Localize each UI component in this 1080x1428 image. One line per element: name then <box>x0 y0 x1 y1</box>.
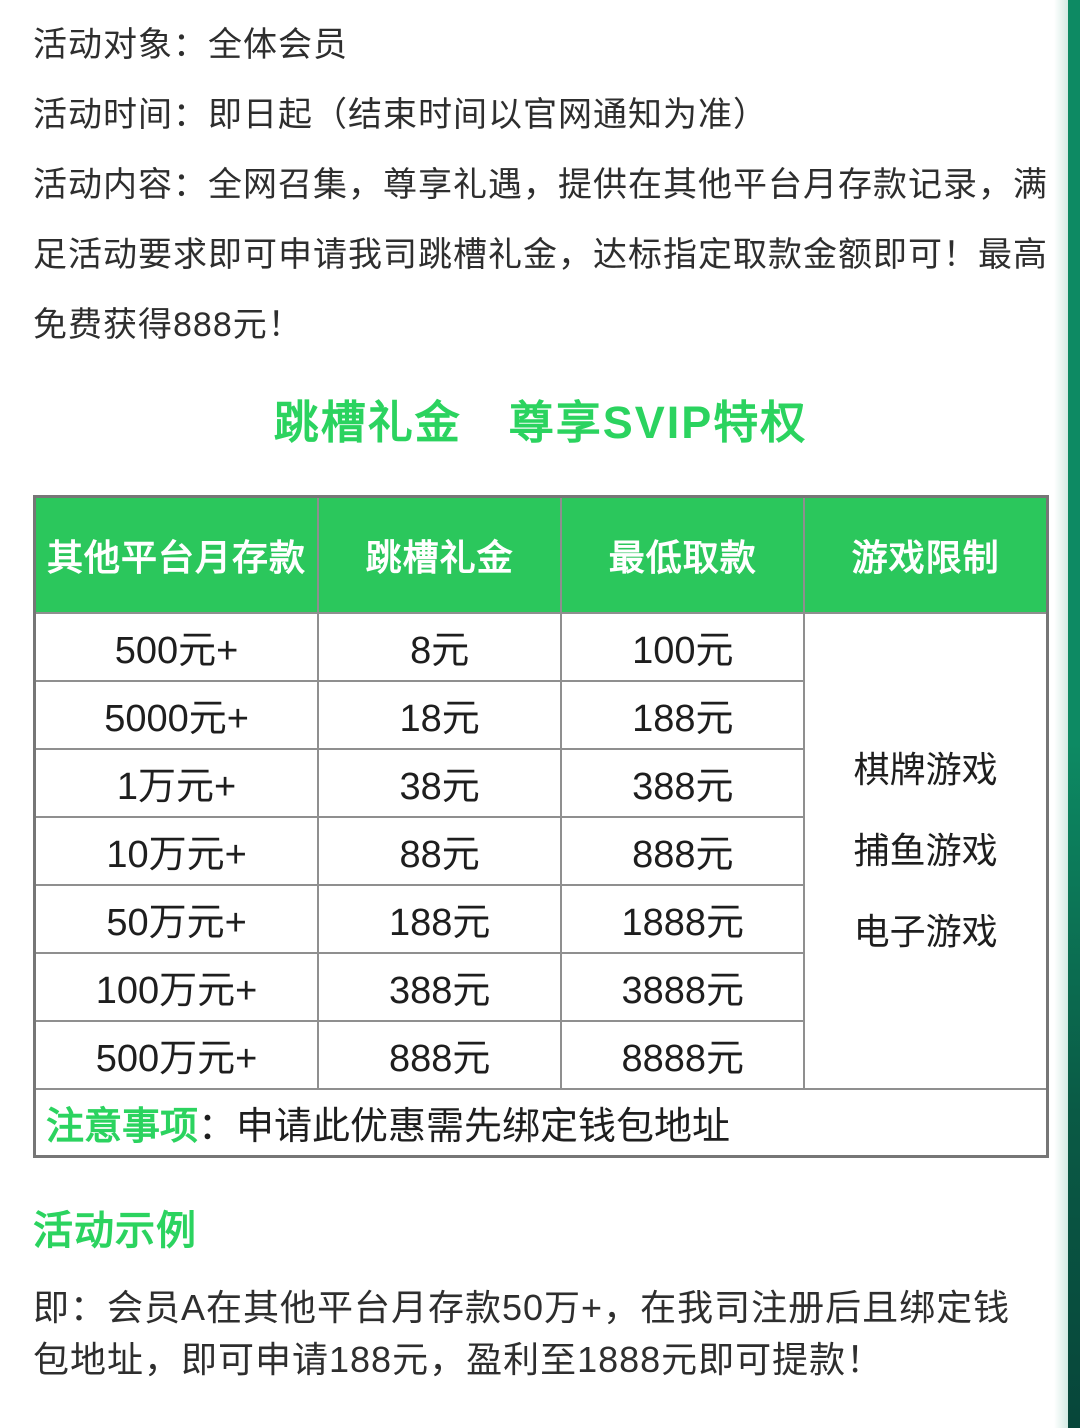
restriction-item: 棋牌游戏 <box>853 749 998 790</box>
withdrawal-cell: 388元 <box>560 747 806 818</box>
header-min-withdrawal: 最低取款 <box>560 495 806 614</box>
bonus-table: 其他平台月存款 跳槽礼金 最低取款 游戏限制 500元+ 8元 100元 棋牌游… <box>33 495 1049 1158</box>
header-other-platform-deposit: 其他平台月存款 <box>33 495 320 614</box>
example-text: 即：会员A在其他平台月存款50万+，在我司注册后且绑定钱包地址，即可申请188元… <box>33 1287 1011 1380</box>
withdrawal-cell: 100元 <box>560 611 806 682</box>
bonus-cell: 188元 <box>317 883 563 954</box>
right-edge-fade <box>1054 0 1068 1428</box>
deposit-cell: 100万元+ <box>33 951 320 1022</box>
right-edge-strip <box>1068 0 1080 1428</box>
deposit-cell: 5000元+ <box>33 679 320 750</box>
table-header-row: 其他平台月存款 跳槽礼金 最低取款 游戏限制 <box>33 495 1049 614</box>
header-game-restriction: 游戏限制 <box>803 495 1049 614</box>
table-row: 500万元+ 888元 8888元 <box>33 1019 1048 1090</box>
activity-time: 活动时间：即日起（结束时间以官网通知为准） <box>33 96 768 134</box>
table-row: 1万元+ 38元 388元 <box>33 747 1048 818</box>
bonus-cell: 88元 <box>317 815 563 886</box>
header-bonus: 跳槽礼金 <box>317 495 563 614</box>
table-row: 10万元+ 88元 888元 <box>33 815 1048 886</box>
bonus-cell: 38元 <box>317 747 563 818</box>
deposit-cell: 1万元+ <box>33 747 320 818</box>
bonus-cell: 388元 <box>317 951 563 1022</box>
restriction-item: 电子游戏 <box>853 911 998 952</box>
withdrawal-cell: 1888元 <box>560 883 806 954</box>
deposit-cell: 50万元+ <box>33 883 320 954</box>
deposit-cell: 10万元+ <box>33 815 320 886</box>
restriction-item: 捕鱼游戏 <box>853 830 998 871</box>
note-text: ：申请此优惠需先绑定钱包地址 <box>198 1105 731 1148</box>
table-row: 50万元+ 188元 1888元 <box>33 883 1048 954</box>
activity-content: 活动内容：全网召集，尊享礼遇，提供在其他平台月存款记录，满足活动要求即可申请我司… <box>33 166 1048 344</box>
bonus-cell: 18元 <box>317 679 563 750</box>
bonus-cell: 888元 <box>317 1019 563 1090</box>
withdrawal-cell: 888元 <box>560 815 806 886</box>
table-row: 500元+ 8元 100元 棋牌游戏 捕鱼游戏 电子游戏 <box>33 611 1049 1090</box>
table-row: 5000元+ 18元 188元 <box>33 679 1048 750</box>
withdrawal-cell: 3888元 <box>560 951 806 1022</box>
deposit-cell: 500元+ <box>33 611 320 682</box>
page-content: 活动对象：全体会员 活动时间：即日起（结束时间以官网通知为准） 活动内容：全网召… <box>33 10 1049 1380</box>
note-cell: 注意事项：申请此优惠需先绑定钱包地址 <box>33 1087 1049 1158</box>
page-title: 跳槽礼金 尊享SVIP特权 <box>273 397 808 448</box>
example-heading: 活动示例 <box>33 1209 197 1253</box>
withdrawal-cell: 188元 <box>560 679 806 750</box>
deposit-cell: 500万元+ <box>33 1019 320 1090</box>
withdrawal-cell: 8888元 <box>560 1019 806 1090</box>
bonus-cell: 8元 <box>317 611 563 682</box>
table-row: 100万元+ 388元 3888元 <box>33 951 1048 1022</box>
note-label: 注意事项 <box>46 1105 199 1148</box>
table-note-row: 注意事项：申请此优惠需先绑定钱包地址 <box>33 1087 1049 1158</box>
activity-target: 活动对象：全体会员 <box>33 26 348 64</box>
game-restriction-cell: 棋牌游戏 捕鱼游戏 电子游戏 <box>803 611 1049 1090</box>
intro-block: 活动对象：全体会员 活动时间：即日起（结束时间以官网通知为准） 活动内容：全网召… <box>33 10 1048 360</box>
